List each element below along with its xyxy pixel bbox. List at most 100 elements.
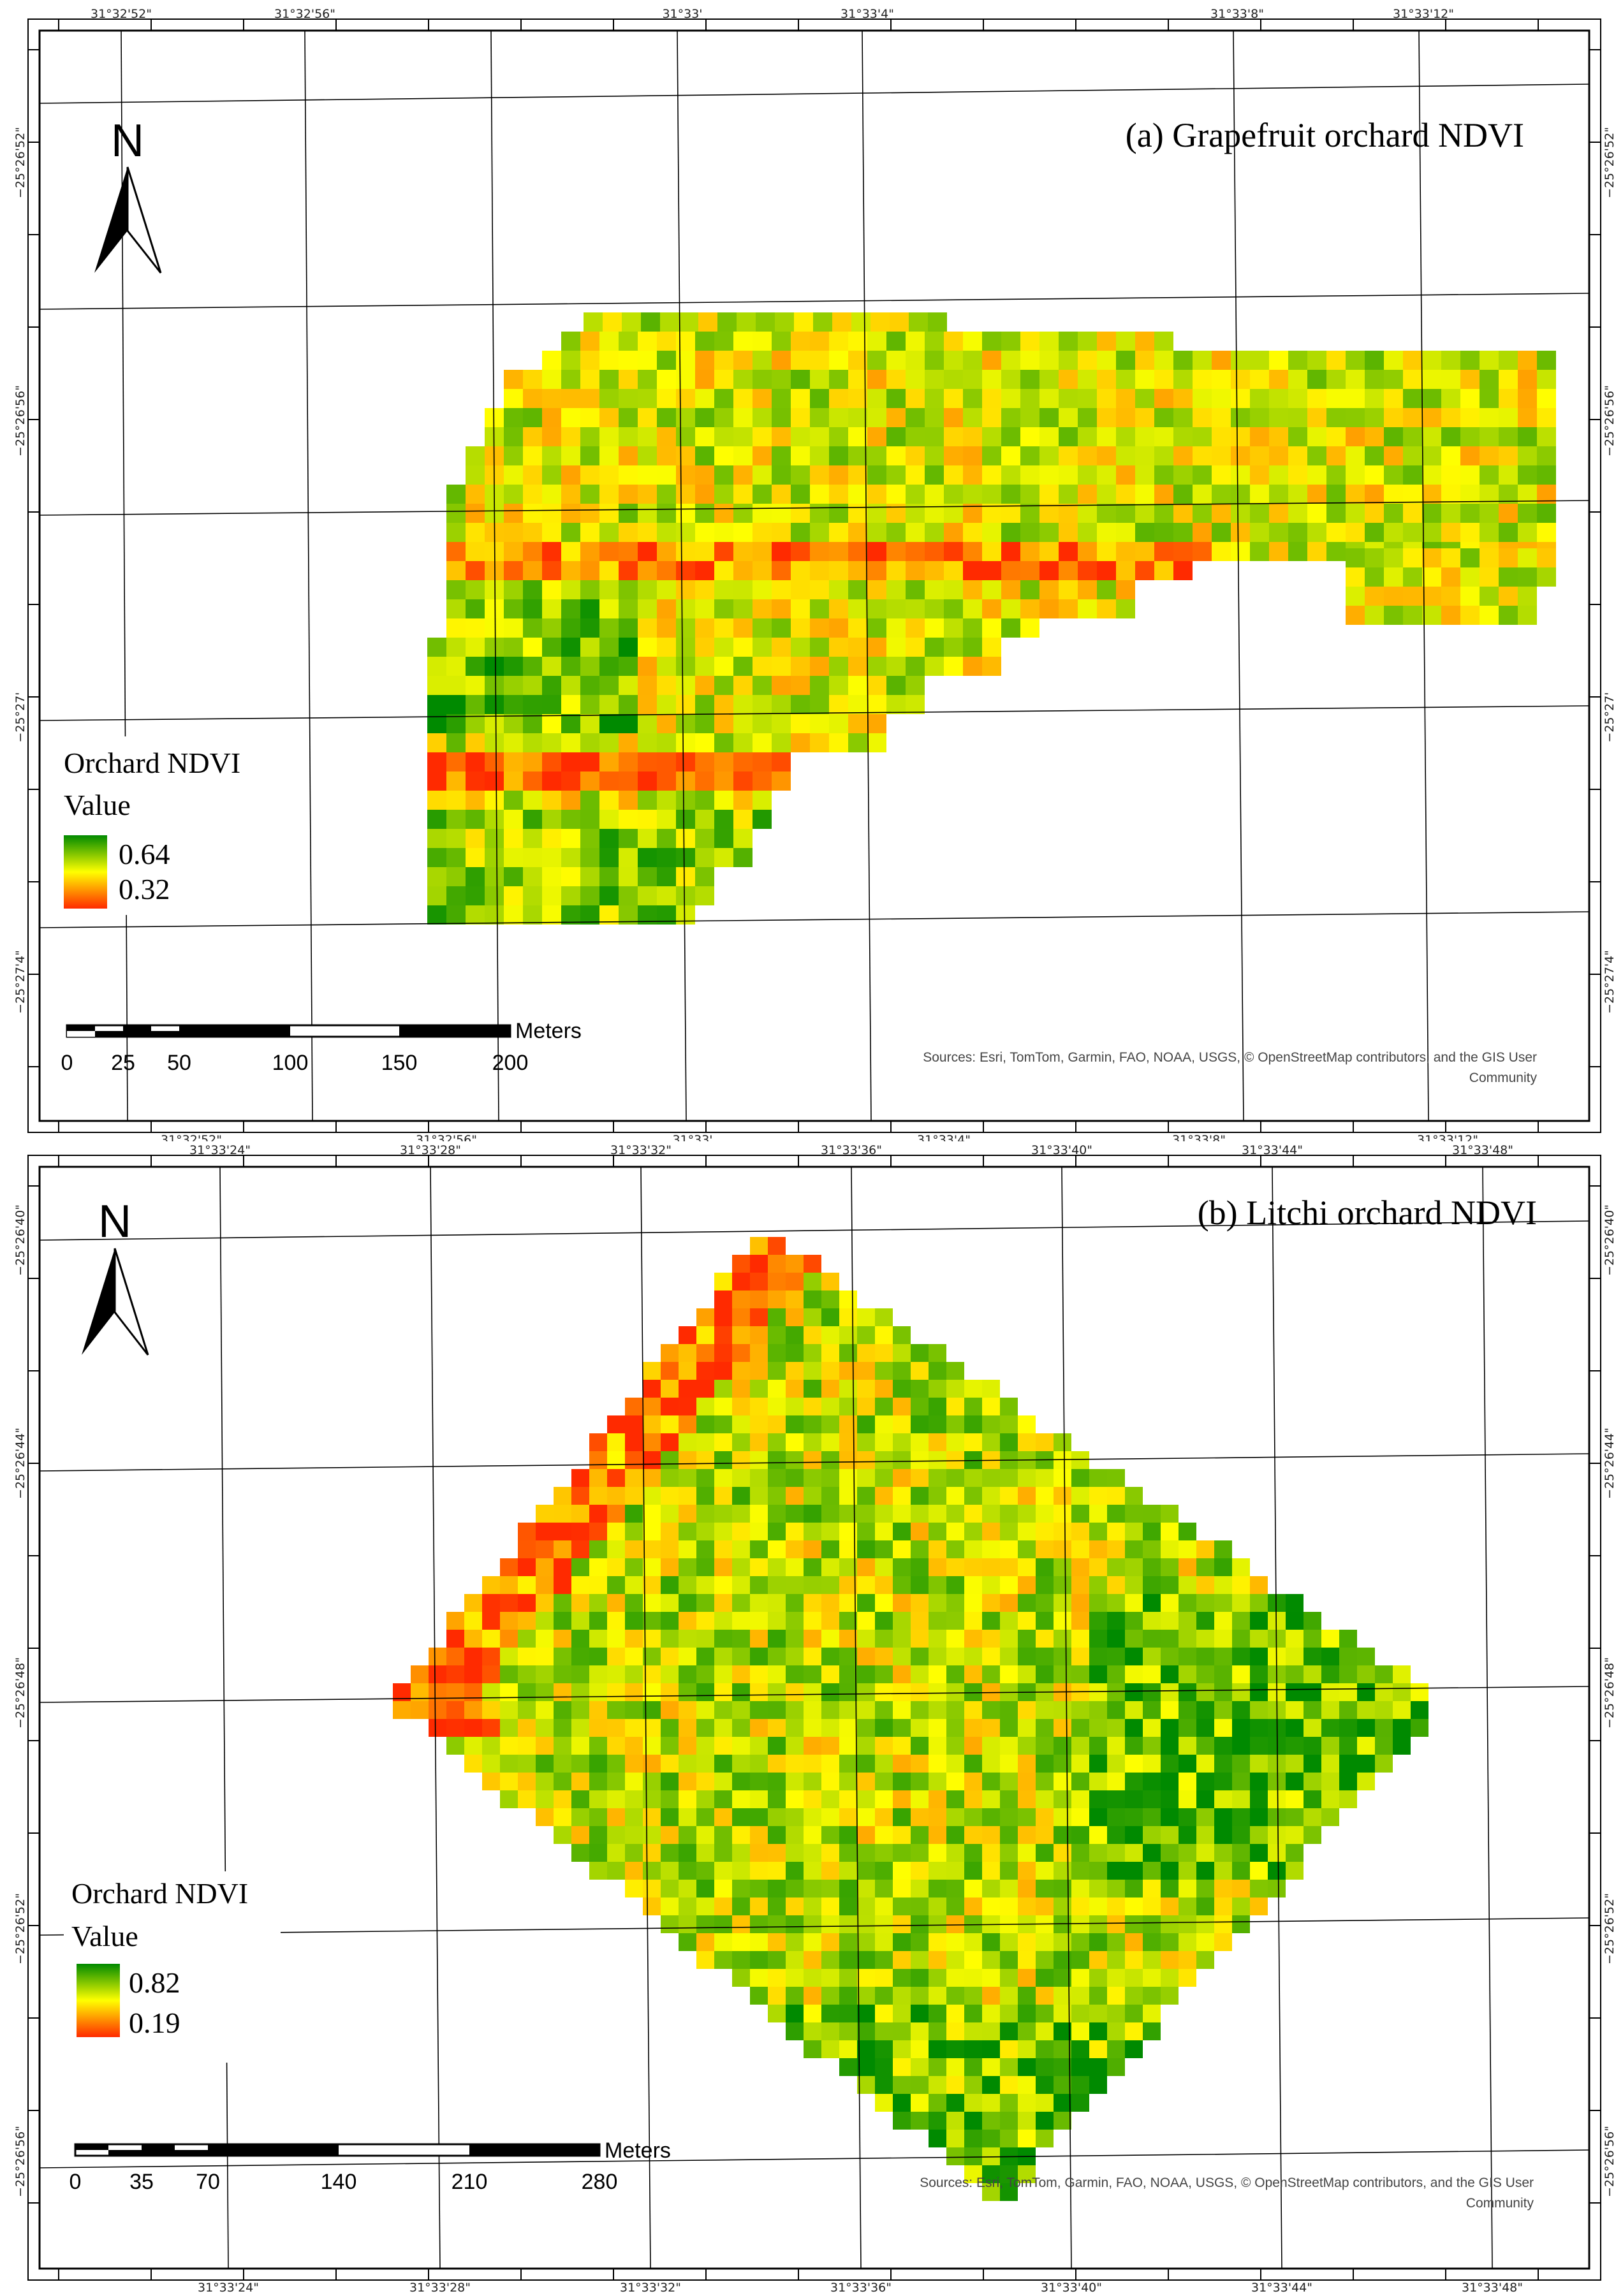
raster-cell: [1212, 389, 1231, 408]
raster-cell: [1250, 1897, 1268, 1915]
raster-cell: [911, 1915, 929, 1933]
raster-cell: [1000, 1826, 1018, 1844]
raster-cell: [1393, 1683, 1411, 1701]
raster-cell: [848, 638, 867, 657]
raster-cell: [1321, 1701, 1339, 1719]
raster-cell: [925, 427, 944, 446]
raster-cell: [1097, 389, 1116, 408]
raster-cell: [946, 2058, 964, 2076]
raster-cell: [857, 1951, 875, 1969]
raster-cell: [1107, 1487, 1125, 1505]
raster-cell: [1232, 1630, 1250, 1648]
raster-cell: [607, 1469, 625, 1487]
raster-cell: [732, 1308, 750, 1326]
raster-cell: [1268, 1790, 1286, 1808]
raster-cell: [946, 2147, 964, 2165]
raster-cell: [1518, 587, 1537, 606]
raster-cell: [753, 752, 772, 771]
raster-cell: [714, 829, 733, 848]
raster-cell: [733, 599, 753, 618]
raster-cell: [821, 1487, 839, 1505]
raster-cell: [829, 638, 848, 657]
raster-cell: [714, 465, 733, 485]
raster-cell: [1001, 408, 1020, 427]
raster-cell: [982, 1398, 1000, 1415]
raster-cell: [657, 791, 676, 810]
raster-cell: [1039, 542, 1059, 561]
latitude-label: −25°26'56": [1603, 2126, 1617, 2197]
raster-cell: [1286, 1755, 1304, 1773]
raster-cell: [906, 389, 925, 408]
raster-cell: [1078, 465, 1097, 485]
raster-cell: [733, 676, 753, 695]
raster-cell: [964, 1505, 982, 1523]
raster-cell: [893, 1433, 911, 1451]
raster-cell: [696, 1612, 714, 1630]
raster-cell: [1125, 1969, 1143, 1987]
raster-cell: [714, 1576, 732, 1594]
raster-cell: [504, 829, 523, 848]
raster-cell: [580, 542, 599, 561]
raster-cell: [839, 1880, 857, 1897]
raster-cell: [832, 312, 851, 332]
raster-cell: [1020, 485, 1039, 504]
raster-cell: [523, 657, 542, 676]
raster-cell: [1018, 1523, 1036, 1540]
raster-cell: [786, 1326, 804, 1344]
raster-cell: [1107, 1755, 1125, 1773]
raster-cell: [1107, 1862, 1125, 1880]
raster-cell: [791, 370, 810, 389]
raster-cell: [542, 791, 561, 810]
raster-cell: [571, 1701, 589, 1719]
raster-cell: [1018, 2130, 1036, 2147]
raster-cell: [661, 1344, 679, 1362]
raster-cell: [791, 618, 810, 638]
raster-cell: [875, 1933, 893, 1951]
raster-cell: [753, 542, 772, 561]
raster-cell: [523, 485, 542, 504]
raster-cell: [523, 810, 542, 829]
raster-cell: [679, 1844, 696, 1862]
raster-cell: [1071, 1719, 1089, 1737]
raster-cell: [867, 465, 886, 485]
raster-cell: [657, 829, 676, 848]
raster-cell: [1173, 446, 1193, 465]
raster-cell: [786, 1897, 804, 1915]
raster-cell: [625, 1826, 643, 1844]
raster-cell: [542, 408, 561, 427]
raster-cell: [733, 523, 753, 542]
raster-cell: [1460, 389, 1480, 408]
raster-cell: [679, 1558, 696, 1576]
raster-cell: [714, 1719, 732, 1737]
raster-cell: [821, 1915, 839, 1933]
raster-cell: [695, 485, 714, 504]
raster-cell: [1001, 465, 1020, 485]
raster-cell: [466, 542, 485, 561]
raster-cell: [542, 465, 561, 485]
raster-cell: [696, 1862, 714, 1880]
raster-cell: [786, 1594, 804, 1612]
raster-cell: [1441, 370, 1460, 389]
raster-cell: [599, 618, 619, 638]
raster-cell: [964, 1487, 982, 1505]
raster-cell: [1232, 1648, 1250, 1665]
raster-cell: [625, 1505, 643, 1523]
raster-cell: [1125, 2040, 1143, 2058]
graticule: [39, 30, 1590, 1122]
raster-cell: [554, 1505, 571, 1523]
raster-cell: [768, 1487, 786, 1505]
raster-cell: [589, 1576, 607, 1594]
raster-cell: [946, 2040, 964, 2058]
raster-cell: [1232, 1808, 1250, 1826]
raster-cell: [804, 1880, 821, 1897]
raster-cell: [829, 351, 848, 370]
raster-cell: [786, 1630, 804, 1648]
raster-cell: [1161, 1880, 1179, 1897]
raster-cell: [1054, 1826, 1071, 1844]
raster-cell: [982, 1844, 1000, 1862]
raster-cell: [1232, 1719, 1250, 1737]
raster-cell: [695, 810, 714, 829]
raster-cell: [857, 2058, 875, 2076]
raster-cell: [1307, 370, 1326, 389]
raster-cell: [625, 1469, 643, 1487]
